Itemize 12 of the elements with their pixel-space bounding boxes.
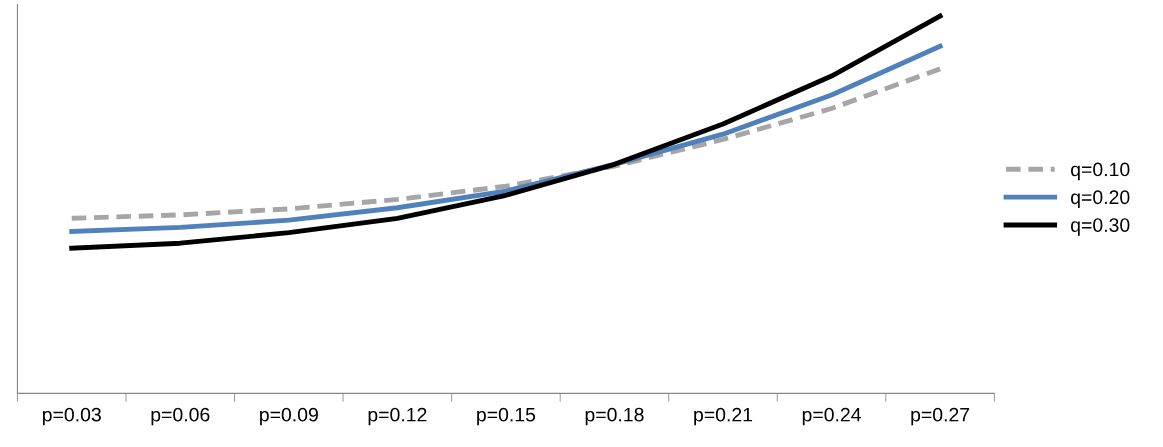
x-tick-label: p=0.18 bbox=[585, 407, 644, 426]
x-tick-label: p=0.06 bbox=[151, 407, 210, 426]
legend-label: q=0.10 bbox=[1071, 162, 1130, 181]
x-tick-label: p=0.15 bbox=[477, 407, 536, 426]
legend-label: q=0.30 bbox=[1071, 218, 1130, 236]
x-tick-label: p=0.03 bbox=[42, 407, 101, 426]
x-tick-label: p=0.09 bbox=[260, 407, 318, 426]
legend-label: q=0.20 bbox=[1071, 190, 1130, 208]
x-tick-label: p=0.27 bbox=[911, 407, 970, 426]
x-tick-label: p=0.21 bbox=[694, 407, 753, 426]
x-tick-label: p=0.12 bbox=[368, 407, 427, 426]
x-tick-label: p=0.24 bbox=[802, 407, 861, 426]
